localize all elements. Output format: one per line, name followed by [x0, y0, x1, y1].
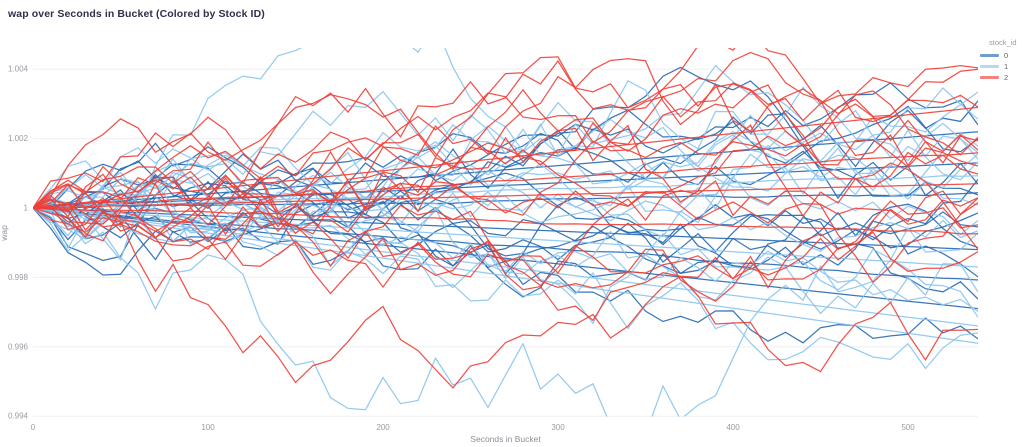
y-tick-label-0.998: 0.998 [8, 273, 29, 282]
series-line-stock-1 [33, 207, 978, 327]
chart-title: wap over Seconds in Bucket (Colored by S… [8, 8, 265, 20]
x-tick-label-500: 500 [901, 423, 915, 432]
series-line-stock-2 [33, 68, 978, 225]
series-line-stock-0 [33, 172, 978, 235]
y-tick-label-1.002: 1.002 [8, 134, 29, 143]
series-line-stock-1 [33, 151, 978, 325]
series-line-stock-2 [33, 183, 978, 209]
legend-label-0: 0 [1004, 51, 1009, 60]
series-line-stock-2 [33, 88, 978, 261]
y-tick-label-0.994: 0.994 [8, 412, 29, 421]
series-line-stock-2 [33, 207, 978, 389]
series-group [33, 48, 978, 417]
series-line-stock-2 [33, 172, 978, 247]
x-tick-label-300: 300 [551, 423, 565, 432]
legend-item-2: 2 [980, 72, 1020, 83]
series-line-stock-1 [33, 206, 978, 417]
legend-item-1: 1 [980, 61, 1020, 72]
x-tick-label-100: 100 [201, 423, 215, 432]
series-line-stock-1 [33, 90, 978, 228]
legend-label-2: 2 [1004, 73, 1009, 82]
series-line-stock-0 [33, 192, 978, 209]
legend-item-0: 0 [980, 50, 1020, 61]
series-line-stock-0 [33, 207, 978, 251]
series-line-stock-0 [33, 179, 978, 271]
series-line-stock-2 [33, 152, 978, 209]
legend-items: 0 1 2 [980, 50, 1020, 83]
series-line-stock-2 [33, 140, 978, 233]
y-tick-label-1.004: 1.004 [8, 65, 29, 74]
series-line-stock-2 [33, 190, 978, 289]
series-line-stock-2 [33, 106, 978, 209]
series-line-stock-1 [33, 118, 978, 234]
x-axis-title: Seconds in Bucket [470, 434, 541, 444]
x-tick-label-200: 200 [376, 423, 390, 432]
legend-swatch-2 [980, 76, 999, 79]
y-tick-label-0.996: 0.996 [8, 342, 29, 351]
legend-title: stock_id [989, 38, 1017, 47]
x-tick-label-0: 0 [31, 423, 36, 432]
legend: stock_id 0 1 2 [980, 38, 1020, 83]
x-tick-label-400: 400 [726, 423, 740, 432]
legend-swatch-0 [980, 54, 999, 57]
series-line-stock-0 [33, 189, 978, 275]
series-line-stock-0 [33, 105, 978, 209]
y-tick-label-1: 1 [24, 204, 29, 213]
series-line-stock-2 [33, 176, 978, 322]
series-line-stock-1 [33, 144, 978, 238]
legend-label-1: 1 [1004, 62, 1009, 71]
series-line-stock-1 [33, 180, 978, 370]
series-line-stock-2 [33, 56, 978, 209]
series-line-stock-2 [33, 207, 978, 235]
legend-swatch-1 [980, 65, 999, 68]
series-line-stock-1 [33, 207, 978, 313]
series-line-stock-2 [33, 175, 978, 302]
series-line-stock-2 [33, 82, 978, 239]
y-axis-title: wap [0, 225, 9, 241]
